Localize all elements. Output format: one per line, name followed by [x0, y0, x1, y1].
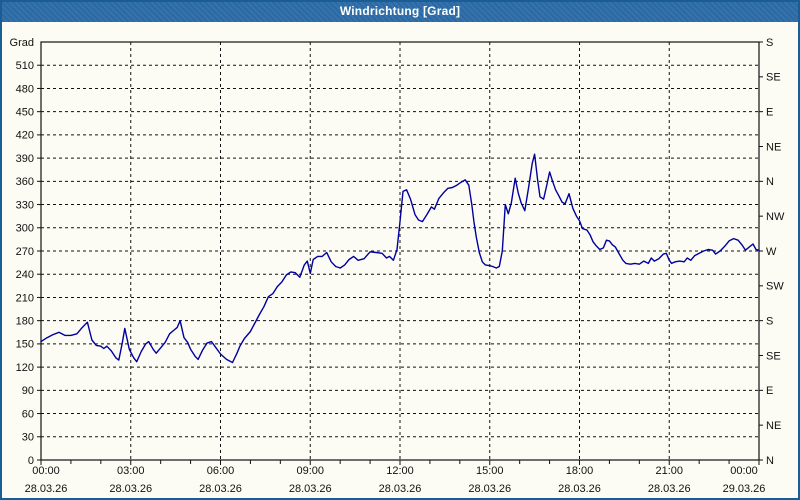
y-axis-label-right: N	[766, 455, 774, 467]
x-axis-time-label: 00:00	[730, 465, 758, 477]
x-axis-date-label: 28.03.26	[25, 483, 68, 495]
window-title: Windrichtung [Grad]	[339, 4, 461, 18]
wind-direction-line	[40, 153, 760, 364]
x-axis-date-label: 28.03.26	[379, 483, 422, 495]
y-axis-label-left: 270	[16, 246, 34, 258]
x-axis-time-label: 06:00	[207, 465, 235, 477]
y-axis-label-right: S	[766, 316, 773, 328]
y-axis-label-left: 150	[16, 339, 34, 351]
y-axis-label-right: SE	[766, 350, 781, 362]
x-axis-date-label: 29.03.26	[723, 483, 766, 495]
y-axis-label-left: 420	[16, 130, 34, 142]
x-axis-time-label: 12:00	[386, 465, 414, 477]
y-axis-label-left: 330	[16, 199, 34, 211]
y-axis-label-left: 510	[16, 60, 34, 72]
y-axis-label-left: 30	[22, 432, 34, 444]
plot-border	[40, 41, 760, 461]
y-axis-label-right: SE	[766, 72, 781, 84]
y-axis-label-right: NW	[766, 211, 785, 223]
y-axis-label-left: 240	[16, 269, 34, 281]
x-axis-date-label: 28.03.26	[289, 483, 332, 495]
chart-area: 0 30 60 90 120 150 180 210 240 270 300 330 360 390 420…	[0, 22, 800, 500]
y-axis-label-left: 90	[22, 385, 34, 397]
x-axis-time-label: 15:00	[476, 465, 504, 477]
x-axis-date-label: 28.03.26	[199, 483, 242, 495]
y-axis-label-right: N	[766, 176, 774, 188]
y-axis-label-left: 120	[16, 362, 34, 374]
x-axis-time-label: 21:00	[655, 465, 683, 477]
x-axis-date-label: 28.03.26	[109, 483, 152, 495]
y-axis-label-left: 300	[16, 223, 34, 235]
y-axis-label-left: 360	[16, 176, 34, 188]
x-axis-time-label: 00:00	[32, 465, 60, 477]
x-axis-date-label: 28.03.26	[648, 483, 691, 495]
x-axis-time-label: 09:00	[296, 465, 324, 477]
x-axis-time-label: 18:00	[566, 465, 594, 477]
y-axis-label-right: NE	[766, 141, 781, 153]
x-axis-time-label: 03:00	[117, 465, 145, 477]
y-axis-label-left: 60	[22, 408, 34, 420]
y-axis-label-right: E	[766, 107, 773, 119]
y-axis-label-left: 180	[16, 316, 34, 328]
y-axis-label-right: E	[766, 385, 773, 397]
y-axis-label-left: 480	[16, 83, 34, 95]
y-axis-label-left: 0	[28, 455, 34, 467]
y-axis-label-left: 210	[16, 292, 34, 304]
y-axis-label-left: 390	[16, 153, 34, 165]
window-titlebar: Windrichtung [Grad]	[0, 0, 800, 22]
y-axis-unit-label: Grad	[10, 37, 34, 49]
y-axis-label-right: S	[766, 37, 773, 49]
y-axis-label-right: NE	[766, 420, 781, 432]
wind-direction-chart: 0 30 60 90 120 150 180 210 240 270 300 330 360 390 420…	[10, 37, 785, 495]
x-axis-date-label: 28.03.26	[468, 483, 511, 495]
y-axis-label-right: SW	[766, 281, 784, 293]
y-axis-label-right: W	[766, 246, 777, 258]
y-axis-label-left: 450	[16, 107, 34, 119]
x-axis-date-label: 28.03.26	[558, 483, 601, 495]
